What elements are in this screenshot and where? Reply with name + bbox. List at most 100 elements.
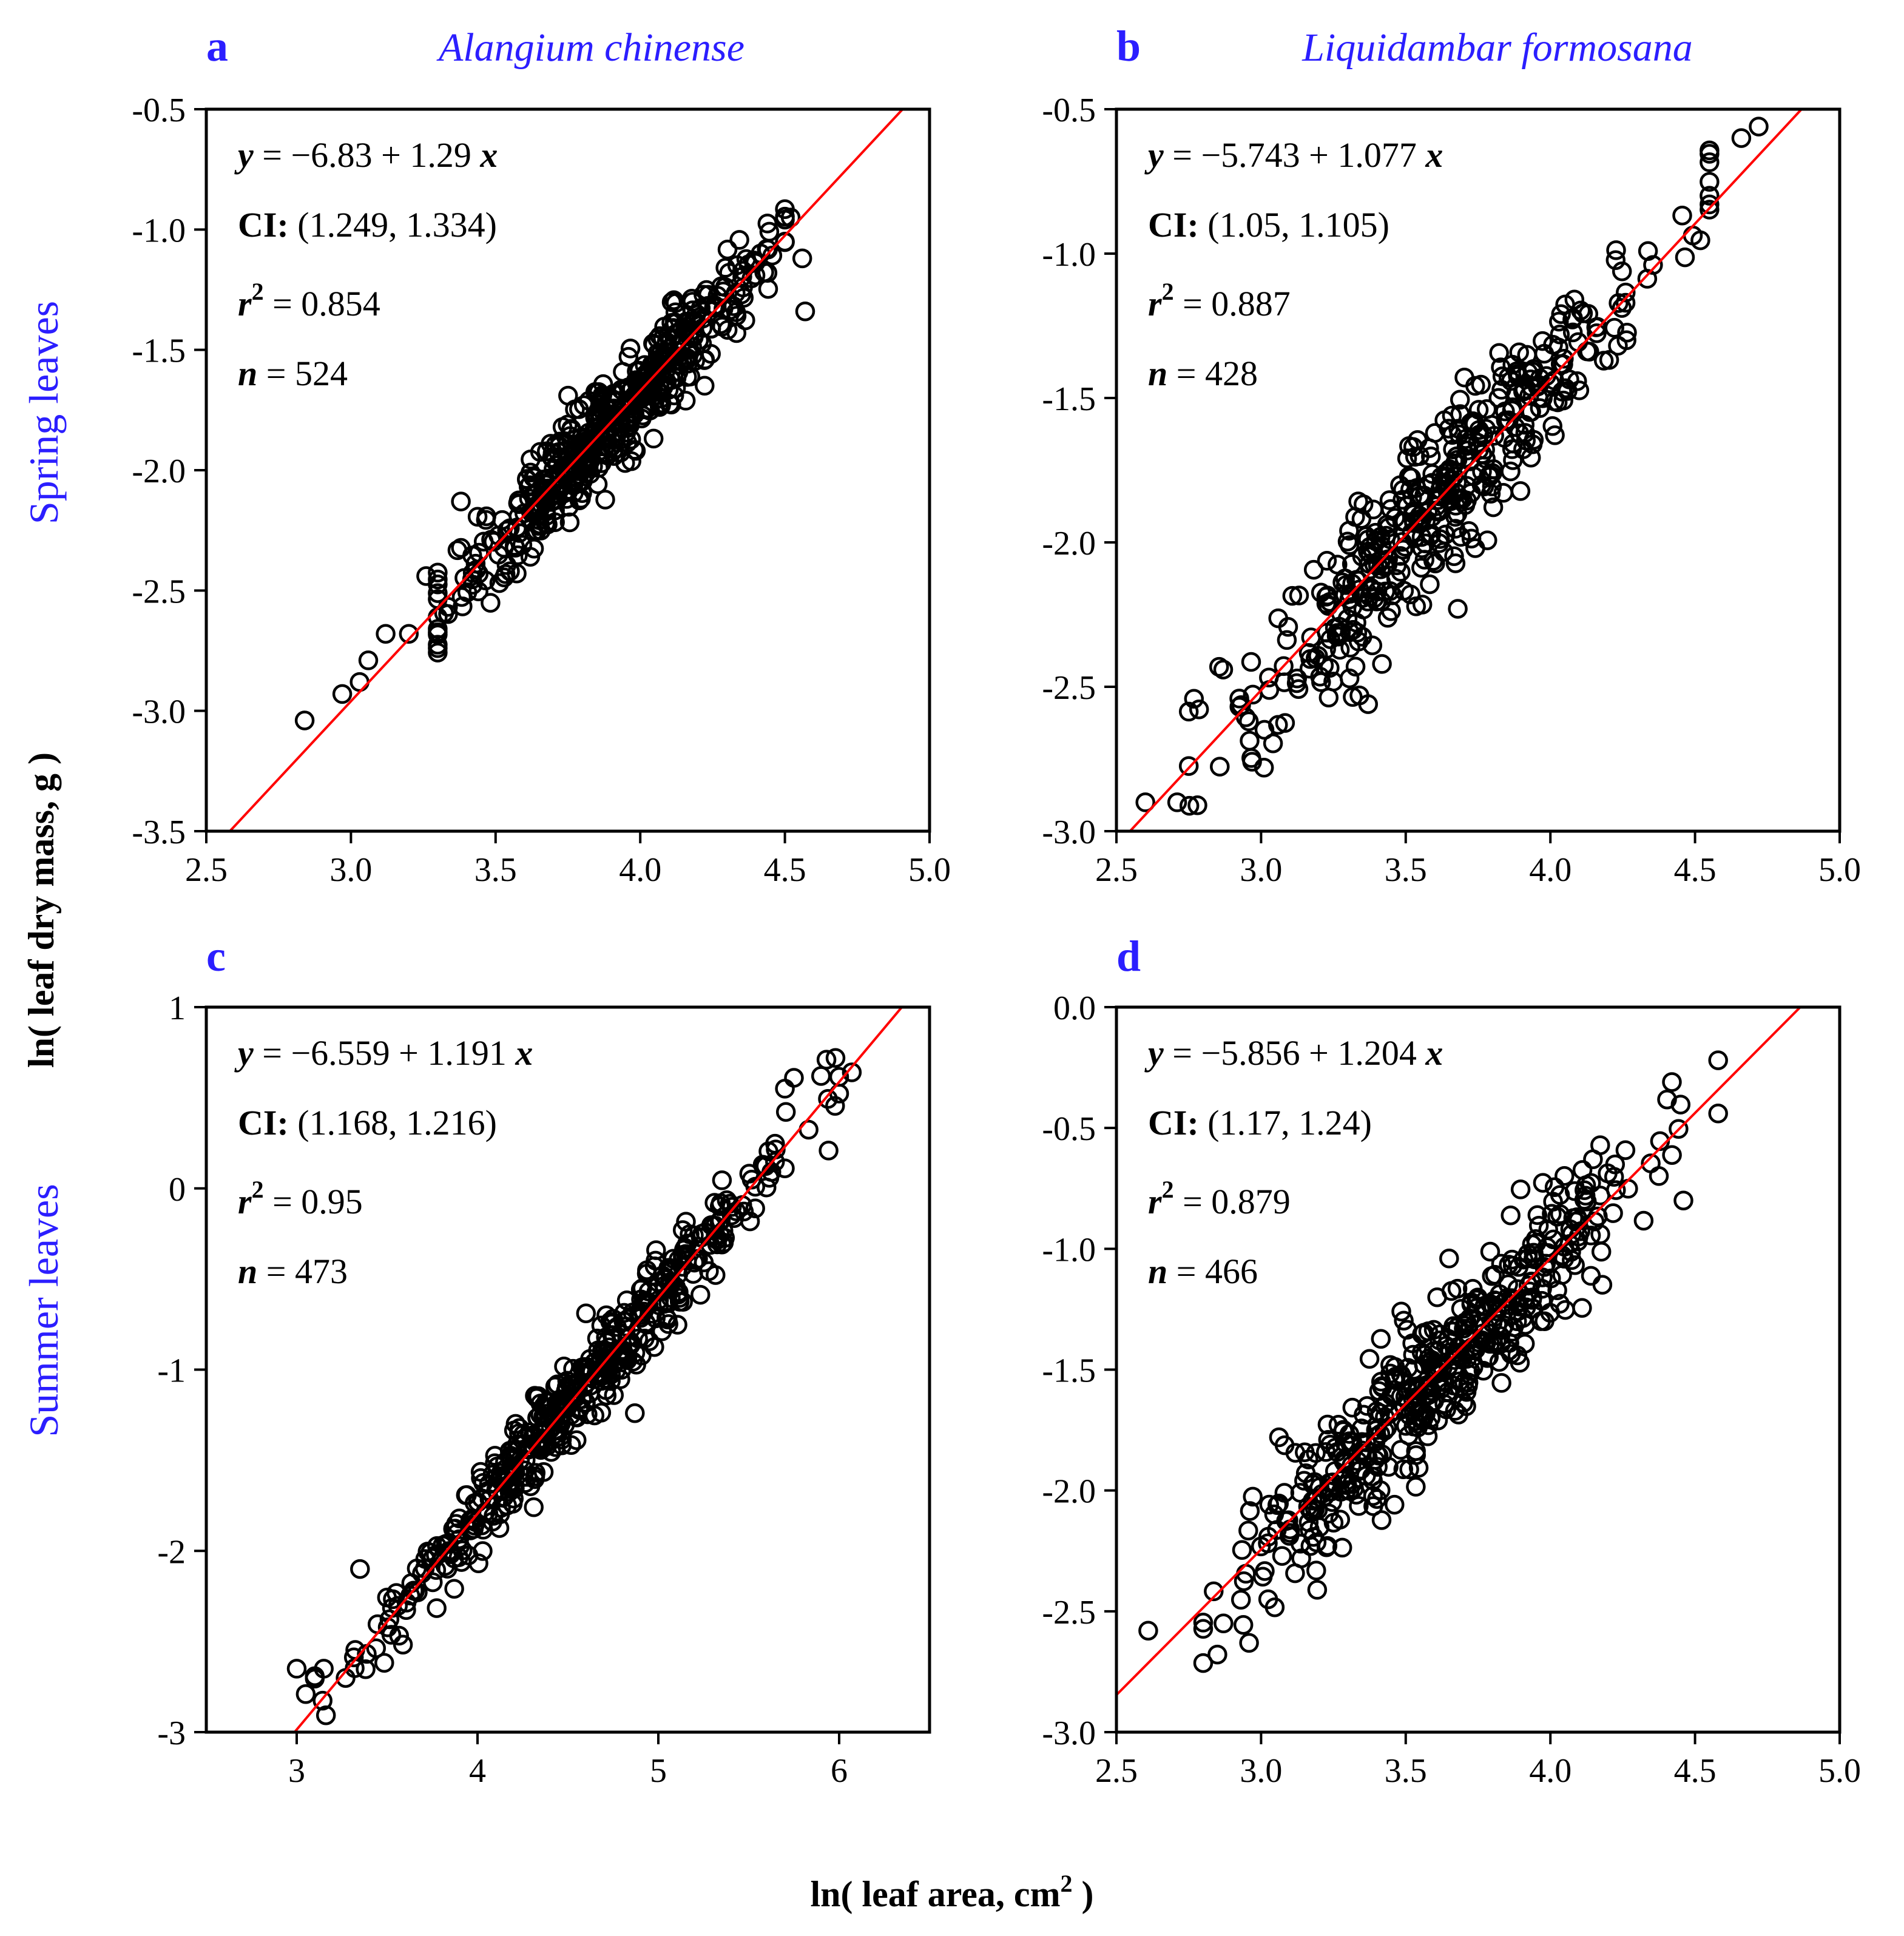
x-tick-label: 4.0 (1529, 851, 1571, 889)
data-point (1403, 1344, 1423, 1365)
data-point (621, 1332, 641, 1353)
data-point (818, 1089, 838, 1109)
data-point (1493, 483, 1513, 503)
data-point (1700, 152, 1720, 172)
data-point (712, 1170, 732, 1190)
data-point (1189, 699, 1209, 720)
data-point (1483, 497, 1504, 518)
data-point (1510, 1352, 1530, 1373)
data-point (717, 239, 738, 260)
data-point (1700, 200, 1720, 220)
data-point (1264, 1504, 1285, 1525)
data-point (546, 1394, 567, 1414)
data-point (381, 1625, 402, 1645)
data-point (428, 643, 448, 663)
data-point (1390, 475, 1410, 496)
data-point (532, 488, 552, 508)
x-tick-label: 4.5 (1674, 851, 1717, 889)
data-point (1479, 465, 1499, 486)
data-point (1349, 1496, 1369, 1516)
panel-letter-c: c (206, 932, 226, 980)
data-point (1259, 680, 1280, 700)
x-tick-label: 6 (831, 1752, 848, 1790)
data-point (694, 1252, 714, 1273)
data-point (507, 563, 527, 584)
data-point (428, 583, 448, 603)
data-point (1708, 1104, 1728, 1124)
data-point (1522, 1298, 1543, 1318)
data-point (1533, 1267, 1553, 1287)
data-point (1238, 711, 1259, 732)
data-point (1391, 1301, 1411, 1321)
data-point (576, 1303, 596, 1323)
data-point (1207, 1644, 1227, 1665)
data-point (1240, 1501, 1260, 1521)
data-point (795, 301, 815, 322)
data-point (1469, 420, 1489, 440)
data-point (343, 1647, 364, 1667)
data-point (559, 512, 580, 533)
data-point (1547, 1280, 1567, 1300)
data-point (658, 339, 678, 359)
data-point (1377, 608, 1398, 628)
data-point (587, 1328, 607, 1349)
data-point (727, 255, 748, 275)
data-point (1298, 1513, 1319, 1533)
data-point (1637, 269, 1658, 289)
y-tick-label: -3.0 (1042, 1715, 1096, 1752)
data-point (1406, 1441, 1426, 1461)
data-point (664, 312, 685, 332)
data-point (1467, 1335, 1487, 1356)
data-point (554, 1357, 574, 1377)
data-point (1617, 322, 1637, 343)
data-point (675, 391, 696, 411)
data-point (1487, 1291, 1507, 1311)
data-point (1329, 639, 1350, 660)
data-point (629, 360, 650, 381)
sample-size-a: n = 524 (238, 354, 348, 393)
data-point (509, 523, 530, 543)
equation-d: y = −5.856 + 1.204 x (1144, 1033, 1443, 1073)
panel-letter-b: b (1116, 22, 1141, 70)
data-point (521, 449, 541, 470)
data-point (1341, 1435, 1361, 1455)
data-point (1339, 535, 1360, 555)
data-point (332, 684, 353, 704)
y-tick-label: 1 (169, 990, 186, 1027)
data-point (1306, 1560, 1326, 1580)
data-point (1414, 1323, 1434, 1343)
data-point (784, 1068, 804, 1088)
data-point (1592, 1275, 1613, 1295)
data-point (505, 1414, 526, 1434)
y-tick-label: -1.0 (132, 212, 186, 249)
x-axis-title-sup: 2 (1061, 1870, 1073, 1897)
data-point (792, 248, 812, 269)
y-tick-label: -3.5 (132, 814, 186, 851)
panel-letter-a: a (206, 22, 228, 70)
data-point (734, 288, 754, 308)
data-point (745, 1198, 765, 1219)
data-point (1402, 1333, 1422, 1354)
plot-area-b: 2.5 3.0 3.5 4.0 4.5 5.0 -0.5 -1.0 -1.5 -2.0 -2.5 -3… (1042, 92, 1861, 889)
data-point (1316, 1537, 1337, 1557)
data-point (1367, 1489, 1387, 1509)
data-point (811, 1066, 831, 1086)
data-point (1317, 1414, 1338, 1435)
data-point (558, 414, 578, 434)
data-point (1450, 1371, 1470, 1392)
panel-b: b Liquidambar formosana 2.5 3.0 3.5 4.0 4.5 5… (1042, 22, 1861, 889)
data-point (819, 1141, 839, 1161)
confidence-interval-c: CI: (1.168, 1.216) (238, 1103, 497, 1142)
data-point (1447, 473, 1467, 493)
data-point (1367, 581, 1388, 602)
data-point (1456, 436, 1477, 456)
data-point (1393, 539, 1413, 560)
data-point (1555, 1166, 1575, 1186)
data-point (1586, 317, 1606, 337)
data-point (1669, 1119, 1689, 1139)
data-point (1371, 591, 1392, 612)
y-tick-label: -2.5 (1042, 1594, 1096, 1631)
data-point (596, 1369, 616, 1389)
data-point (494, 1472, 515, 1492)
data-point (1524, 1243, 1544, 1263)
